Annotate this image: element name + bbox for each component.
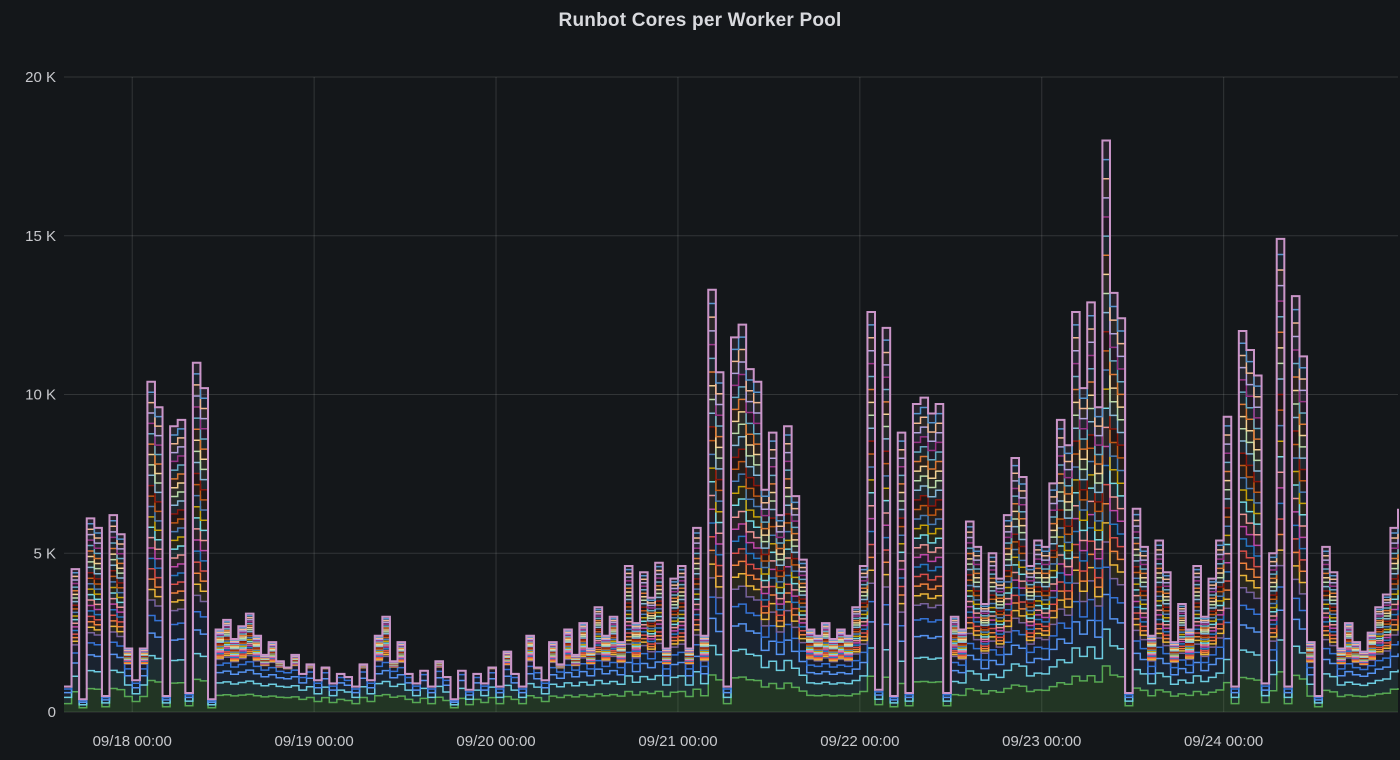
y-axis-label: 15 K <box>25 228 56 245</box>
x-axis-label: 09/21 00:00 <box>638 733 717 750</box>
x-axis-label: 09/18 00:00 <box>93 733 172 750</box>
y-axis-label: 5 K <box>33 545 56 562</box>
panel-title: Runbot Cores per Worker Pool <box>558 10 842 31</box>
x-axis-label: 09/20 00:00 <box>456 733 535 750</box>
x-axis-label: 09/22 00:00 <box>820 733 899 750</box>
series-line-pool-26 <box>64 139 1399 701</box>
x-axis-label: 09/19 00:00 <box>275 733 354 750</box>
series-fill-pool-05 <box>64 542 1398 701</box>
x-axis-label: 09/23 00:00 <box>1002 733 1081 750</box>
y-axis-label: 0 <box>48 704 56 721</box>
y-axis-label: 10 K <box>25 387 56 404</box>
y-axis-label: 20 K <box>25 69 56 86</box>
x-axis-label: 09/24 00:00 <box>1184 733 1263 750</box>
